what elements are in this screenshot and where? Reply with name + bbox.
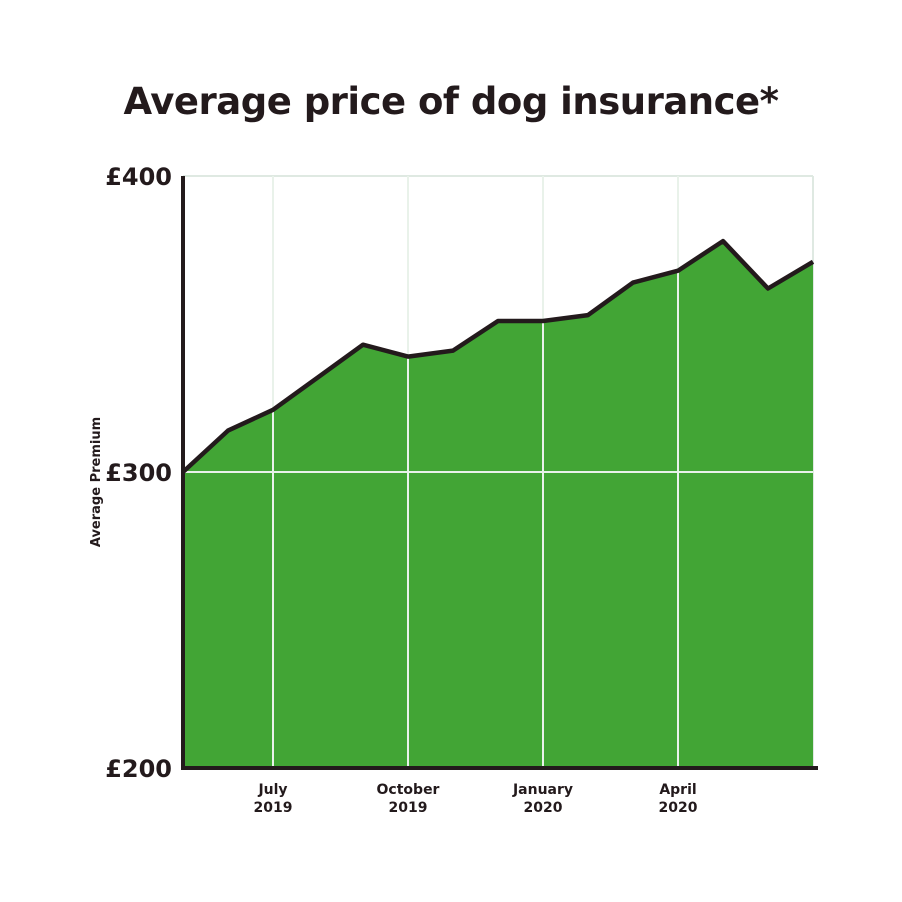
- y-tick-labels: £200 £300 £400: [105, 163, 172, 783]
- axes: [181, 176, 818, 770]
- x-tick-labels: July 2019 October 2019 January 2020 April 2020: [254, 782, 698, 816]
- grid-overlay: [183, 176, 813, 768]
- y-axis-label: Average Premium: [89, 417, 104, 547]
- x-tick-label-0-line2: 2019: [254, 800, 293, 816]
- series-line: [181, 238, 815, 474]
- x-tick-label-1-line1: October: [377, 782, 440, 798]
- x-tick-label-2-line1: January: [512, 782, 573, 798]
- x-tick-label-3-line2: 2020: [659, 800, 698, 816]
- x-tick-label-0-line1: July: [257, 782, 287, 798]
- x-tick-label-1-line2: 2019: [389, 800, 428, 816]
- x-tick-label-2-line2: 2020: [524, 800, 563, 816]
- area-fill: [183, 241, 813, 769]
- y-tick-label-0: £200: [105, 755, 172, 783]
- chart-title: Average price of dog insurance*: [123, 80, 779, 123]
- y-tick-label-2: £400: [105, 163, 172, 191]
- x-tick-label-3-line1: April: [659, 782, 696, 798]
- y-tick-label-1: £300: [105, 459, 172, 487]
